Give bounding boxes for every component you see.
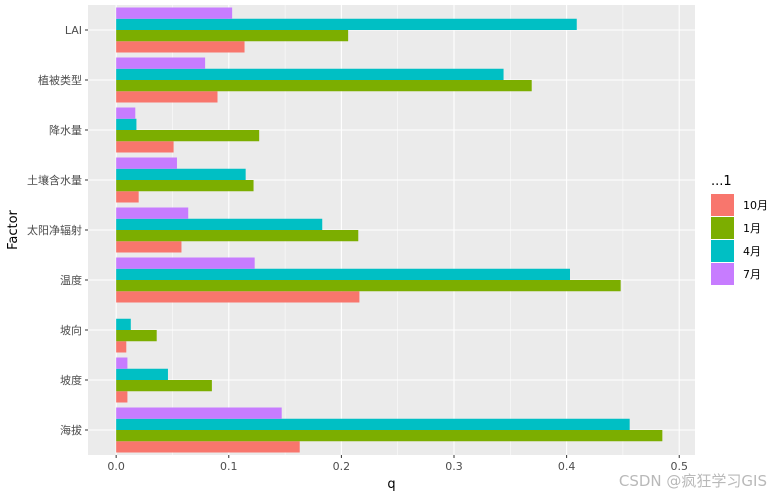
x-tick-label: 0.3 — [445, 460, 463, 473]
bar-7月-海拔 — [116, 407, 282, 419]
bar-10月-降水量 — [116, 141, 174, 153]
bar-1月-坡度 — [116, 380, 212, 392]
bar-4月-植被类型 — [116, 68, 504, 80]
y-tick-label: 太阳净辐射 — [27, 223, 82, 237]
x-axis-title: q — [387, 477, 395, 492]
bar-7月-降水量 — [116, 107, 136, 119]
bar-7月-坡度 — [116, 357, 128, 369]
y-tick-label: 土壤含水量 — [27, 173, 82, 187]
y-tick-label: 降水量 — [49, 123, 82, 137]
bar-1月-太阳净辐射 — [116, 230, 359, 242]
legend-label: 4月 — [743, 245, 761, 258]
bar-7月-太阳净辐射 — [116, 207, 189, 219]
bar-10月-海拔 — [116, 441, 300, 453]
legend-key-4月 — [711, 240, 734, 262]
legend-key-1月 — [711, 217, 734, 239]
bar-10月-坡度 — [116, 391, 128, 403]
x-tick-label: 0.2 — [333, 460, 351, 473]
bar-10月-温度 — [116, 291, 360, 303]
y-tick-label: LAI — [65, 24, 82, 37]
bar-1月-植被类型 — [116, 80, 532, 92]
bar-4月-降水量 — [116, 118, 137, 130]
bar-1月-坡向 — [116, 330, 157, 342]
bar-4月-LAI — [116, 18, 577, 30]
legend-key-7月 — [711, 263, 734, 285]
y-axis-title: Factor — [6, 209, 21, 249]
legend-label: 10月 — [743, 199, 768, 212]
bar-7月-LAI — [116, 7, 233, 19]
bar-1月-降水量 — [116, 130, 260, 142]
bar-10月-LAI — [116, 41, 245, 53]
y-tick-label: 坡度 — [60, 373, 82, 387]
bar-1月-LAI — [116, 30, 349, 42]
legend-key-10月 — [711, 194, 734, 216]
y-tick-label: 海拔 — [60, 423, 82, 437]
y-tick-label: 植被类型 — [38, 73, 82, 87]
bar-4月-太阳净辐射 — [116, 218, 323, 230]
bar-10月-土壤含水量 — [116, 191, 139, 203]
bar-4月-坡度 — [116, 368, 168, 380]
bar-7月-温度 — [116, 257, 255, 269]
bar-10月-太阳净辐射 — [116, 241, 182, 253]
bar-10月-坡向 — [116, 341, 127, 353]
bar-4月-坡向 — [116, 318, 131, 330]
bar-4月-温度 — [116, 268, 570, 280]
legend-title: ...1 — [711, 174, 732, 189]
bar-4月-海拔 — [116, 418, 630, 430]
bar-1月-海拔 — [116, 430, 663, 442]
x-tick-label: 0.5 — [670, 460, 688, 473]
bar-1月-土壤含水量 — [116, 180, 254, 192]
bar-1月-温度 — [116, 280, 621, 292]
x-tick-label: 0.1 — [220, 460, 238, 473]
x-tick-label: 0.0 — [107, 460, 125, 473]
legend-label: 1月 — [743, 222, 761, 235]
bar-4月-土壤含水量 — [116, 168, 246, 180]
y-tick-label: 温度 — [60, 273, 82, 287]
y-tick-label: 坡向 — [60, 323, 82, 337]
legend-label: 7月 — [743, 268, 761, 281]
x-tick-label: 0.4 — [558, 460, 576, 473]
bar-10月-植被类型 — [116, 91, 218, 103]
bar-7月-植被类型 — [116, 57, 206, 69]
bar-7月-土壤含水量 — [116, 157, 177, 169]
watermark: CSDN @疯狂学习GIS — [618, 472, 767, 490]
